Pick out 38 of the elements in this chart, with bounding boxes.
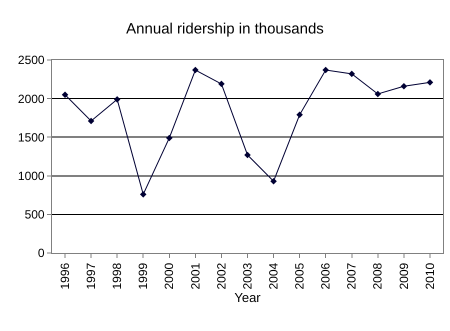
x-tick-label: 1997: [84, 262, 98, 290]
x-tick-label: 2005: [292, 262, 307, 290]
x-tick-label: 1998: [110, 262, 124, 290]
chart-title: Annual ridership in thousands: [126, 20, 324, 38]
point: [114, 96, 120, 103]
point: [218, 80, 225, 88]
y-tick-label: 1500: [18, 130, 45, 144]
x-tick-label: 2008: [370, 262, 385, 290]
point: [192, 66, 199, 74]
point: [244, 152, 251, 158]
x-tick-label: 2000: [162, 262, 176, 290]
x-tick-label: 1996: [58, 262, 72, 290]
point: [348, 70, 356, 78]
y-tick-label: 0: [38, 246, 45, 260]
point: [426, 79, 434, 86]
point: [140, 191, 146, 198]
x-tick-label: 2006: [318, 262, 333, 290]
point: [88, 118, 94, 124]
y-tick-label: 2000: [18, 92, 45, 106]
x-tick-label: 2007: [344, 262, 359, 290]
x-tick-label: 2003: [240, 262, 254, 290]
x-tick-label: 1999: [136, 262, 150, 290]
point: [166, 134, 173, 142]
x-tick-label: 2001: [188, 262, 202, 290]
y-tick-label: 1000: [18, 169, 45, 183]
point: [296, 112, 303, 118]
y-tick-label: 500: [24, 208, 45, 222]
point: [322, 66, 329, 74]
x-tick-label: 2009: [396, 262, 411, 290]
x-tick-label: 2004: [266, 262, 280, 290]
point: [62, 91, 68, 98]
point: [400, 83, 408, 90]
y-tick-label: 2500: [18, 53, 45, 68]
x-axis-title: Year: [234, 290, 262, 306]
x-tick-label: 2010: [422, 262, 437, 290]
point: [374, 90, 382, 98]
point: [270, 178, 277, 184]
x-tick-label: 2002: [214, 262, 228, 290]
